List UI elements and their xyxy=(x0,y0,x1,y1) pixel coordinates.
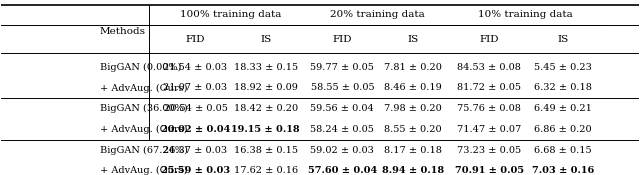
Text: 19.15 ± 0.18: 19.15 ± 0.18 xyxy=(232,125,300,134)
Text: 21.07 ± 0.03: 21.07 ± 0.03 xyxy=(163,83,228,92)
Text: 58.55 ± 0.05: 58.55 ± 0.05 xyxy=(310,83,374,92)
Text: FID: FID xyxy=(479,35,499,44)
Text: 59.56 ± 0.04: 59.56 ± 0.04 xyxy=(310,104,374,113)
Text: 58.24 ± 0.05: 58.24 ± 0.05 xyxy=(310,125,374,134)
Text: 8.46 ± 0.19: 8.46 ± 0.19 xyxy=(384,83,442,92)
Text: 21.54 ± 0.03: 21.54 ± 0.03 xyxy=(163,63,228,72)
Text: 8.55 ± 0.20: 8.55 ± 0.20 xyxy=(384,125,442,134)
Text: IS: IS xyxy=(260,35,271,44)
Text: 8.17 ± 0.18: 8.17 ± 0.18 xyxy=(383,146,442,155)
Text: FID: FID xyxy=(186,35,205,44)
Text: 10% training data: 10% training data xyxy=(478,10,573,19)
Text: 81.72 ± 0.05: 81.72 ± 0.05 xyxy=(457,83,521,92)
Text: 75.76 ± 0.08: 75.76 ± 0.08 xyxy=(458,104,521,113)
Text: 84.53 ± 0.08: 84.53 ± 0.08 xyxy=(458,63,521,72)
Text: 20.54 ± 0.05: 20.54 ± 0.05 xyxy=(164,104,227,113)
Text: 100% training data: 100% training data xyxy=(180,10,282,19)
Text: 7.81 ± 0.20: 7.81 ± 0.20 xyxy=(383,63,442,72)
Text: + AdvAug. (Ours): + AdvAug. (Ours) xyxy=(100,83,187,93)
Text: BigGAN (0.00%): BigGAN (0.00%) xyxy=(100,63,181,72)
Text: 7.98 ± 0.20: 7.98 ± 0.20 xyxy=(384,104,442,113)
Text: BigGAN (36.00%): BigGAN (36.00%) xyxy=(100,104,188,113)
Text: 17.62 ± 0.16: 17.62 ± 0.16 xyxy=(234,166,298,175)
Text: 6.86 ± 0.20: 6.86 ± 0.20 xyxy=(534,125,591,134)
Text: Methods: Methods xyxy=(100,27,146,36)
Text: BigGAN (67.24%): BigGAN (67.24%) xyxy=(100,146,188,155)
Text: 8.94 ± 0.18: 8.94 ± 0.18 xyxy=(381,166,444,175)
Text: 73.23 ± 0.05: 73.23 ± 0.05 xyxy=(457,146,522,155)
Text: 18.33 ± 0.15: 18.33 ± 0.15 xyxy=(234,63,298,72)
Text: 26.37 ± 0.03: 26.37 ± 0.03 xyxy=(163,146,228,155)
Text: 59.02 ± 0.03: 59.02 ± 0.03 xyxy=(310,146,374,155)
Text: FID: FID xyxy=(333,35,352,44)
Text: 18.42 ± 0.20: 18.42 ± 0.20 xyxy=(234,104,298,113)
Text: 59.77 ± 0.05: 59.77 ± 0.05 xyxy=(310,63,374,72)
Text: 5.45 ± 0.23: 5.45 ± 0.23 xyxy=(534,63,591,72)
Text: 20.02 ± 0.04: 20.02 ± 0.04 xyxy=(161,125,230,134)
Text: 57.60 ± 0.04: 57.60 ± 0.04 xyxy=(308,166,377,175)
Text: 25.59 ± 0.03: 25.59 ± 0.03 xyxy=(161,166,230,175)
Text: IS: IS xyxy=(407,35,418,44)
Text: 16.38 ± 0.15: 16.38 ± 0.15 xyxy=(234,146,298,155)
Text: 70.91 ± 0.05: 70.91 ± 0.05 xyxy=(454,166,524,175)
Text: 7.03 ± 0.16: 7.03 ± 0.16 xyxy=(532,166,594,175)
Text: 6.32 ± 0.18: 6.32 ± 0.18 xyxy=(534,83,591,92)
Text: + AdvAug. (Ours): + AdvAug. (Ours) xyxy=(100,125,187,134)
Text: 6.68 ± 0.15: 6.68 ± 0.15 xyxy=(534,146,591,155)
Text: IS: IS xyxy=(557,35,568,44)
Text: 18.92 ± 0.09: 18.92 ± 0.09 xyxy=(234,83,298,92)
Text: + AdvAug. (Ours): + AdvAug. (Ours) xyxy=(100,166,187,175)
Text: 20% training data: 20% training data xyxy=(330,10,425,19)
Text: 71.47 ± 0.07: 71.47 ± 0.07 xyxy=(457,125,522,134)
Text: 6.49 ± 0.21: 6.49 ± 0.21 xyxy=(534,104,591,113)
